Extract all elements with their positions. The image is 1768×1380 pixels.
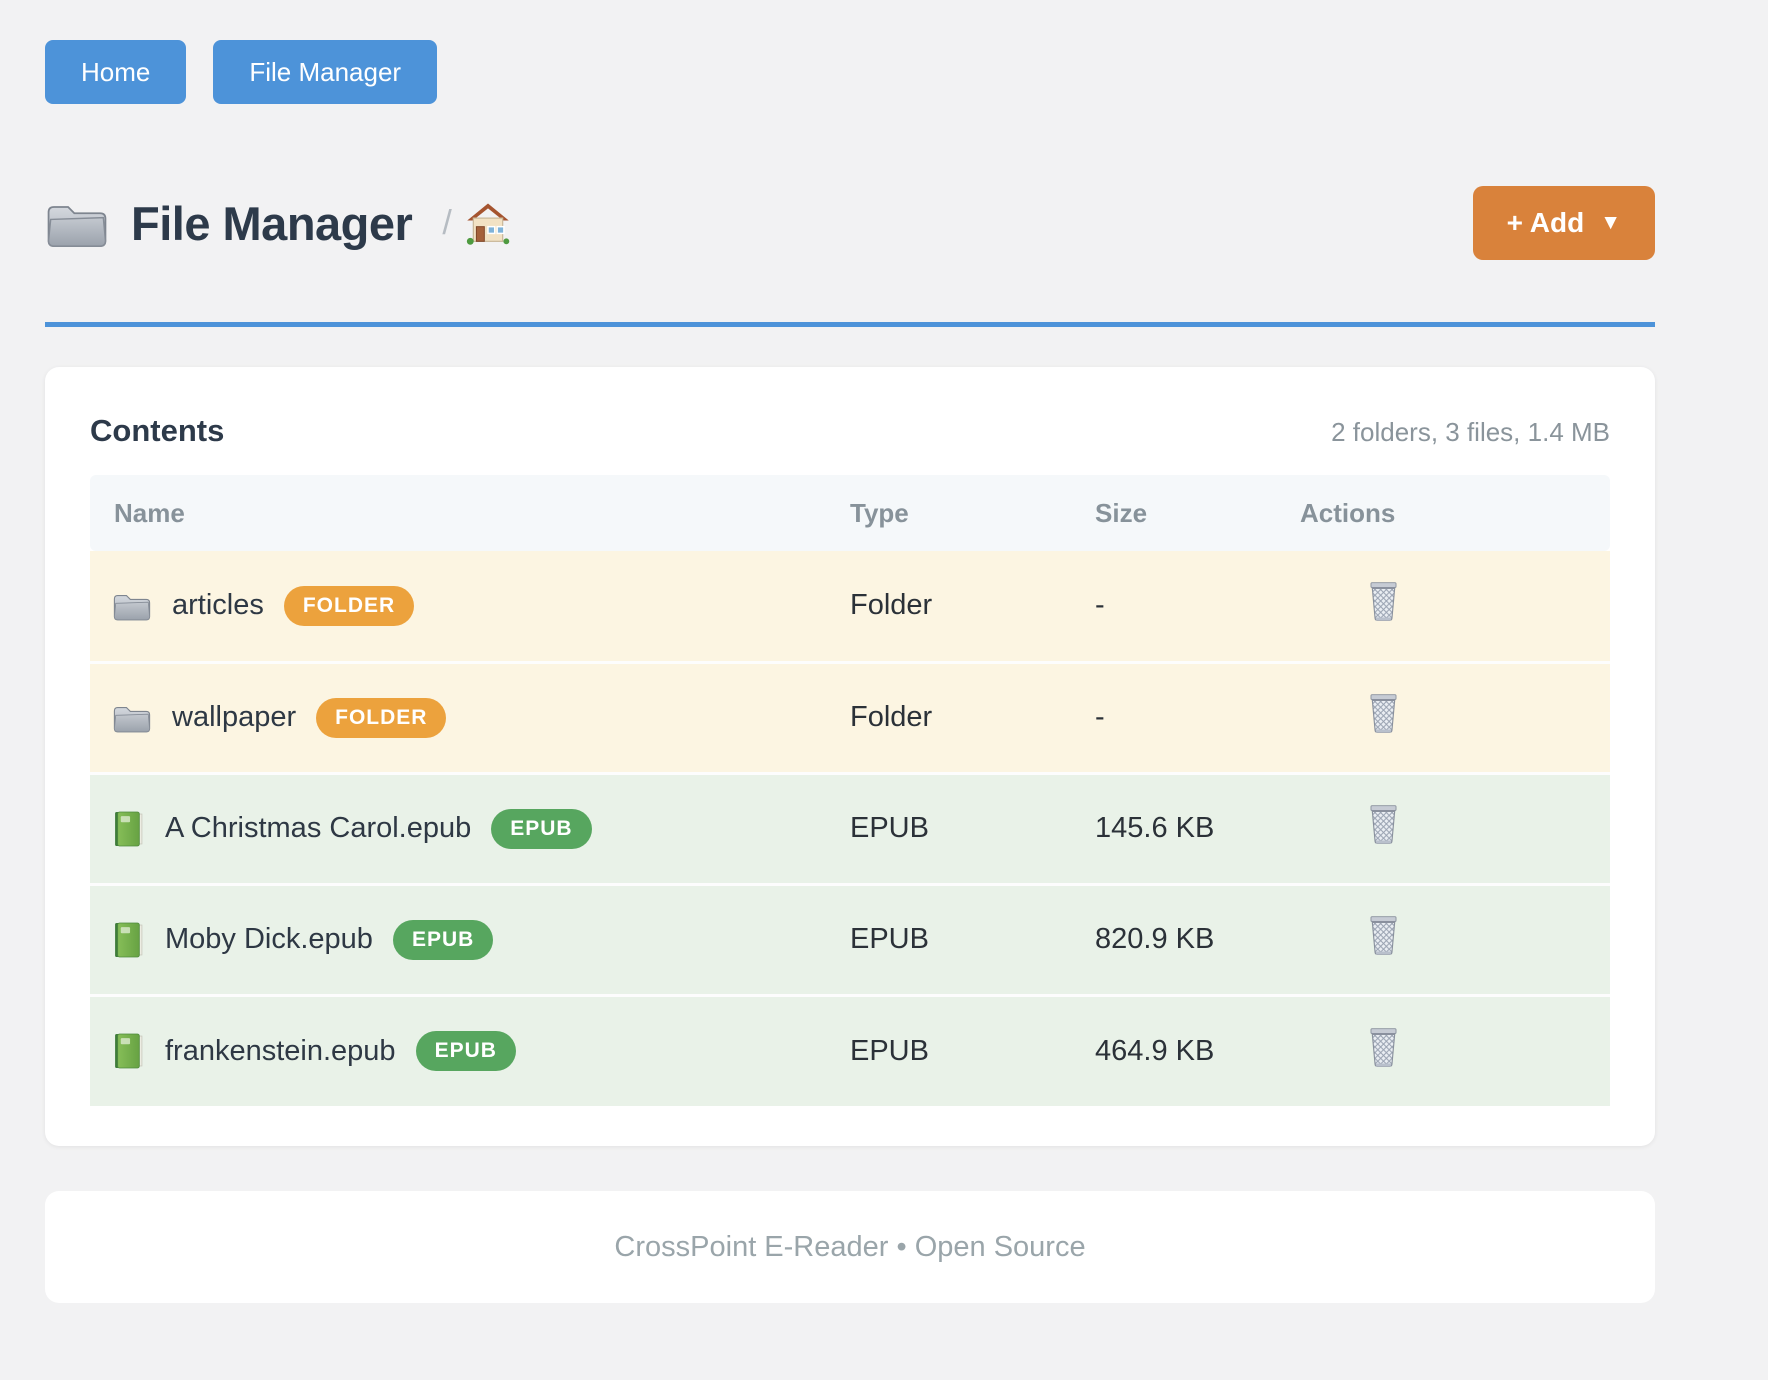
delete-button[interactable]: [1366, 581, 1401, 622]
file-table: Name Type Size Actions articles FOLDER: [90, 475, 1610, 1106]
item-name: frankenstein.epub: [165, 1034, 396, 1067]
column-header-actions: Actions: [1300, 475, 1610, 551]
top-nav: Home File Manager: [45, 0, 1655, 104]
house-icon[interactable]: [466, 201, 510, 245]
caret-down-icon: ▼: [1600, 211, 1621, 234]
item-size: 145.6 KB: [1095, 771, 1300, 884]
item-name: wallpaper: [172, 701, 297, 733]
page-title: File Manager: [131, 196, 413, 250]
item-size: 820.9 KB: [1095, 882, 1300, 995]
item-type: EPUB: [850, 882, 1095, 995]
book-icon: [112, 810, 145, 848]
delete-button[interactable]: [1366, 804, 1401, 845]
column-header-type: Type: [850, 475, 1095, 551]
item-size: -: [1095, 551, 1300, 662]
contents-card: Contents 2 folders, 3 files, 1.4 MB Name…: [45, 367, 1655, 1146]
breadcrumb: /: [442, 201, 509, 245]
delete-button[interactable]: [1366, 915, 1401, 956]
table-row-wallpaper: wallpaper FOLDER Folder -: [90, 660, 1610, 773]
folder-icon: [112, 701, 152, 734]
footer-text: CrossPoint E-Reader • Open Source: [614, 1230, 1086, 1263]
folder-badge: FOLDER: [316, 697, 447, 738]
trash-icon: [1366, 693, 1401, 734]
contents-summary: 2 folders, 3 files, 1.4 MB: [1331, 417, 1610, 447]
contents-heading: Contents: [90, 413, 225, 448]
item-name: A Christmas Carol.epub: [165, 812, 472, 844]
add-button[interactable]: + Add ▼: [1472, 186, 1655, 260]
folder-icon: [45, 195, 109, 251]
item-name: Moby Dick.epub: [165, 923, 373, 955]
item-type: Folder: [850, 551, 1095, 662]
trash-icon: [1366, 915, 1401, 956]
column-header-size: Size: [1095, 475, 1300, 551]
nav-file-manager-button[interactable]: File Manager: [213, 40, 438, 104]
folder-icon: [112, 589, 152, 622]
file-link-frankenstein[interactable]: frankenstein.epub EPUB: [90, 1031, 850, 1072]
trash-icon: [1366, 804, 1401, 845]
epub-badge: EPUB: [415, 1031, 516, 1072]
trash-icon: [1366, 1027, 1401, 1068]
table-row-frankenstein: frankenstein.epub EPUB EPUB 464.9 KB: [90, 993, 1610, 1106]
book-icon: [112, 921, 145, 959]
column-header-name: Name: [90, 475, 850, 551]
table-header-row: Name Type Size Actions: [90, 475, 1610, 551]
folder-link-articles[interactable]: articles FOLDER: [90, 585, 850, 626]
delete-button[interactable]: [1366, 693, 1401, 734]
item-name: articles: [172, 589, 264, 622]
delete-button[interactable]: [1366, 1027, 1401, 1068]
epub-badge: EPUB: [491, 808, 592, 849]
file-link-a-christmas-carol[interactable]: A Christmas Carol.epub EPUB: [90, 808, 850, 849]
book-icon: [112, 1032, 145, 1070]
title-underline: [45, 322, 1655, 327]
folder-badge: FOLDER: [283, 585, 415, 626]
item-size: -: [1095, 660, 1300, 773]
item-size: 464.9 KB: [1095, 993, 1300, 1106]
file-link-moby-dick[interactable]: Moby Dick.epub EPUB: [90, 919, 850, 960]
trash-icon: [1366, 581, 1401, 622]
item-type: Folder: [850, 660, 1095, 773]
table-row-a-christmas-carol: A Christmas Carol.epub EPUB EPUB 145.6 K…: [90, 771, 1610, 884]
item-type: EPUB: [850, 771, 1095, 884]
table-row-moby-dick: Moby Dick.epub EPUB EPUB 820.9 KB: [90, 882, 1610, 995]
folder-link-wallpaper[interactable]: wallpaper FOLDER: [90, 697, 850, 738]
page-header: File Manager / + Add ▼: [45, 186, 1655, 260]
add-button-label: + Add: [1506, 207, 1585, 238]
epub-badge: EPUB: [392, 919, 494, 960]
item-type: EPUB: [850, 993, 1095, 1106]
nav-home-button[interactable]: Home: [45, 40, 187, 104]
footer: CrossPoint E-Reader • Open Source: [45, 1191, 1655, 1303]
table-row-articles: articles FOLDER Folder -: [90, 551, 1610, 662]
breadcrumb-separator: /: [442, 203, 452, 242]
